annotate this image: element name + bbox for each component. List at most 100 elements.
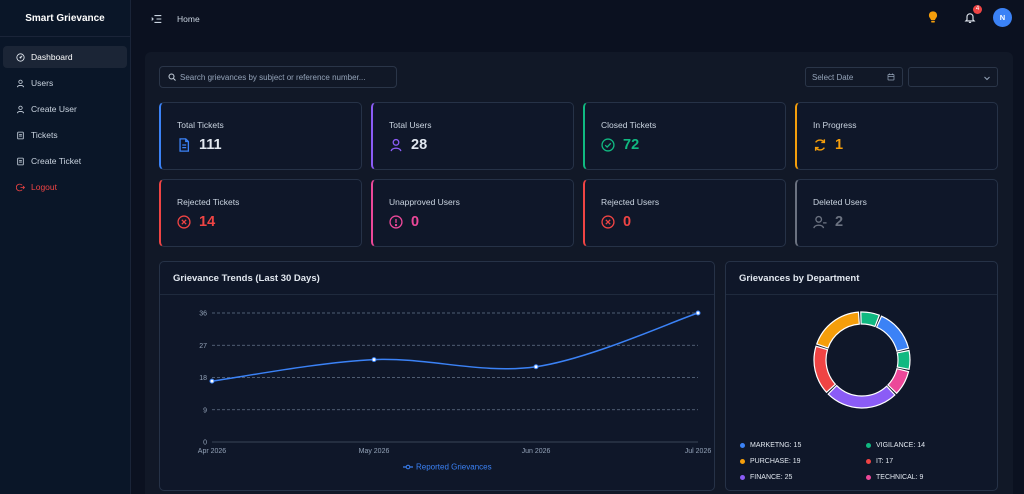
sidebar-nav: Dashboard Users Create User Tickets Crea… (0, 37, 130, 198)
pie-slice[interactable] (887, 367, 910, 395)
header-actions: 4 N (928, 4, 1012, 27)
dashboard-icon (16, 52, 25, 62)
legend-label[interactable]: Reported Grievances (416, 463, 492, 472)
pie-slice[interactable] (813, 345, 837, 394)
legend-label: MARKETNG: 15 (750, 442, 802, 449)
theme-toggle-button[interactable] (928, 11, 940, 25)
data-point[interactable] (533, 364, 539, 370)
menu-toggle-button[interactable] (151, 13, 163, 25)
stat-label: Rejected Tickets (177, 197, 240, 207)
data-point[interactable] (371, 357, 377, 363)
stat-value: 14 (199, 214, 216, 230)
legend-item[interactable]: VIGILANCE: 14 (866, 442, 925, 449)
stat-value: 72 (623, 137, 640, 153)
user-icon (16, 105, 25, 113)
sidebar-item-create-ticket[interactable]: Create Ticket (3, 150, 127, 172)
legend-item[interactable]: TECHNICAL: 9 (866, 474, 923, 481)
legend-dot (866, 443, 871, 448)
date-picker[interactable]: Select Date (805, 67, 903, 87)
sidebar-item-label: Logout (31, 182, 57, 192)
y-tick-label: 0 (203, 440, 207, 447)
pie-slice[interactable] (875, 315, 910, 352)
legend-label: VIGILANCE: 14 (876, 442, 926, 449)
search-icon (168, 73, 176, 81)
legend-label: IT: 17 (876, 458, 894, 465)
stat-label: Total Users (389, 120, 432, 130)
stat-card-total-users[interactable]: Total Users 28 (371, 102, 574, 170)
y-tick-label: 18 (199, 375, 207, 382)
x-tick-label: Jun 2026 (522, 448, 551, 455)
stat-value: 2 (835, 214, 844, 230)
legend-dot (866, 475, 871, 480)
user-icon (390, 138, 402, 152)
stat-card-deleted-users[interactable]: Deleted Users 2 (795, 179, 998, 247)
data-point[interactable] (695, 310, 701, 316)
x-tick-label: May 2026 (359, 448, 390, 455)
legend-dot (740, 459, 745, 464)
filter-select[interactable] (908, 67, 998, 87)
avatar[interactable]: N (993, 8, 1012, 27)
stat-label: Closed Tickets (601, 120, 657, 130)
chevron-down-icon (984, 76, 990, 81)
bell-icon (964, 12, 976, 23)
date-placeholder: Select Date (812, 72, 854, 82)
top-header: Home 4 N (131, 0, 1024, 37)
stat-value: 0 (623, 214, 632, 230)
department-title: Grievances by Department (726, 262, 997, 295)
stat-card-rejected-tickets[interactable]: Rejected Tickets 14 (159, 179, 362, 247)
department-panel: Grievances by Department MARKETNG: 15 VIG… (725, 261, 998, 491)
page-title: Home (177, 13, 200, 24)
sidebar-item-create-user[interactable]: Create User (3, 98, 127, 120)
stat-value: 1 (835, 137, 844, 153)
x-tick-label: Jul 2026 (685, 448, 712, 455)
search-box[interactable] (159, 66, 397, 88)
main-content: Select Date Total Tickets 111 Total User… (145, 52, 1013, 494)
y-tick-label: 9 (203, 407, 207, 414)
notifications-button[interactable]: 4 (964, 4, 982, 25)
sidebar-item-users[interactable]: Users (3, 72, 127, 94)
pie-slice[interactable] (827, 384, 896, 409)
refresh-icon (814, 139, 826, 151)
stat-label: In Progress (813, 120, 857, 130)
legend-marker (405, 464, 411, 470)
stat-label: Unapproved Users (389, 197, 460, 207)
trend-chart: 0 9 18 27 36 Apr 2026 May 2026 Jun 2026 Jul 2026… (198, 310, 712, 472)
pie-slice[interactable] (815, 311, 860, 349)
stat-card-closed-tickets[interactable]: Closed Tickets 72 (583, 102, 786, 170)
sidebar-item-logout[interactable]: Logout (3, 176, 127, 198)
ticket-icon (17, 157, 24, 165)
y-tick-label: 36 (199, 311, 207, 318)
document-icon (179, 138, 190, 152)
stat-value: 28 (411, 137, 428, 153)
sidebar-item-label: Create Ticket (31, 156, 82, 166)
stat-card-unapproved-users[interactable]: Unapproved Users 0 (371, 179, 574, 247)
search-input[interactable] (180, 72, 390, 82)
legend-dot (740, 475, 745, 480)
y-tick-label: 27 (199, 343, 207, 350)
x-circle-icon (601, 215, 615, 229)
stat-card-rejected-users[interactable]: Rejected Users 0 (583, 179, 786, 247)
stat-value: 0 (411, 214, 420, 230)
sidebar-item-dashboard[interactable]: Dashboard (3, 46, 127, 68)
x-circle-icon (177, 215, 191, 229)
stat-card-in-progress[interactable]: In Progress 1 (795, 102, 998, 170)
legend-item[interactable]: IT: 17 (866, 458, 893, 465)
department-donut-chart (813, 311, 911, 409)
legend-item[interactable]: FINANCE: 25 (740, 474, 792, 481)
user-icon (16, 79, 25, 87)
legend-label: PURCHASE: 19 (750, 458, 801, 465)
pie-slice[interactable] (860, 311, 881, 328)
stat-value: 111 (199, 137, 222, 153)
legend-item[interactable]: MARKETNG: 15 (740, 442, 801, 449)
legend-item[interactable]: PURCHASE: 19 (740, 458, 801, 465)
legend-dot (866, 459, 871, 464)
data-point[interactable] (209, 378, 215, 384)
sidebar-item-tickets[interactable]: Tickets (3, 124, 127, 146)
stat-card-total-tickets[interactable]: Total Tickets 111 (159, 102, 362, 170)
sidebar-item-label: Users (31, 78, 54, 88)
logout-icon (16, 183, 25, 191)
lightbulb-icon (928, 11, 938, 23)
legend-label: FINANCE: 25 (750, 474, 793, 481)
pie-slice[interactable] (896, 349, 911, 370)
sidebar: Smart Grievance Dashboard Users Create U… (0, 0, 131, 494)
